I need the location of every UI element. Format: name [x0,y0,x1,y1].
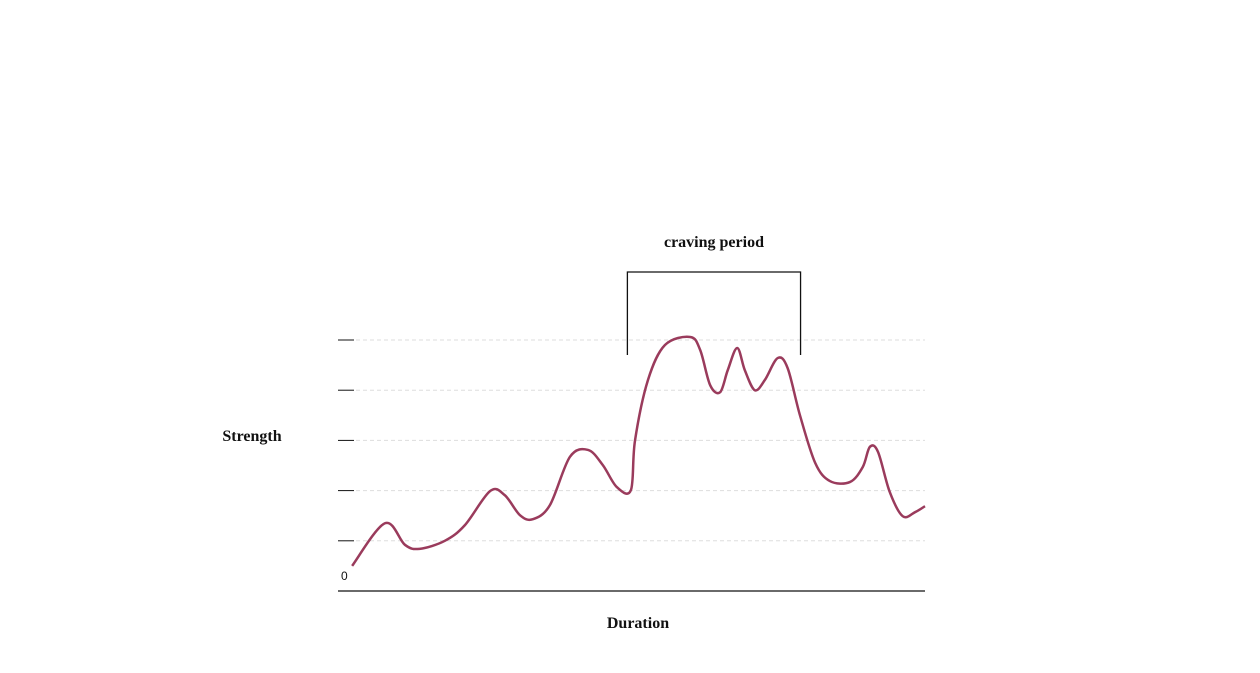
y-axis-label: Strength [222,428,281,445]
line [351,335,926,567]
x-axis-label: Duration [607,615,669,632]
annotation-label: craving period [664,234,764,251]
y-tick-label: 0 [341,569,348,583]
annotation-bracket [626,271,802,355]
